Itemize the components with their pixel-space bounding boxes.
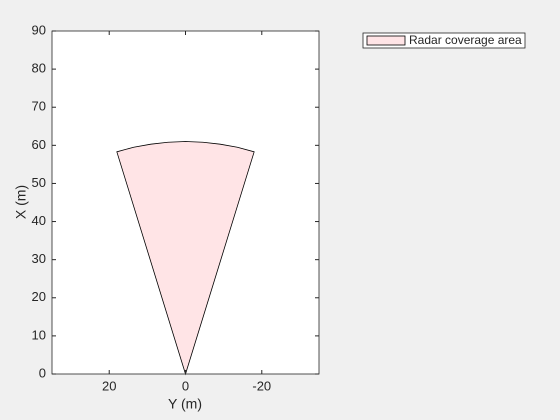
y-tick-label: 80 xyxy=(32,61,46,76)
y-tick-label: 10 xyxy=(32,327,46,342)
y-tick-label: 50 xyxy=(32,175,46,190)
x-tick-label: -20 xyxy=(252,378,271,393)
y-tick-label: 60 xyxy=(32,137,46,152)
legend-label: Radar coverage area xyxy=(409,33,522,47)
y-tick-label: 0 xyxy=(39,365,46,380)
x-tick-label: 20 xyxy=(102,378,116,393)
y-tick-label: 90 xyxy=(32,22,46,37)
y-tick-label: 20 xyxy=(32,289,46,304)
y-tick-label: 40 xyxy=(32,213,46,228)
x-tick-label: 0 xyxy=(182,378,189,393)
y-axis-label: X (m) xyxy=(13,185,29,219)
y-tick-label: 70 xyxy=(32,99,46,114)
legend-swatch xyxy=(366,35,406,46)
x-axis-label: Y (m) xyxy=(168,396,202,412)
y-tick-label: 30 xyxy=(32,251,46,266)
coverage-area xyxy=(116,141,255,376)
